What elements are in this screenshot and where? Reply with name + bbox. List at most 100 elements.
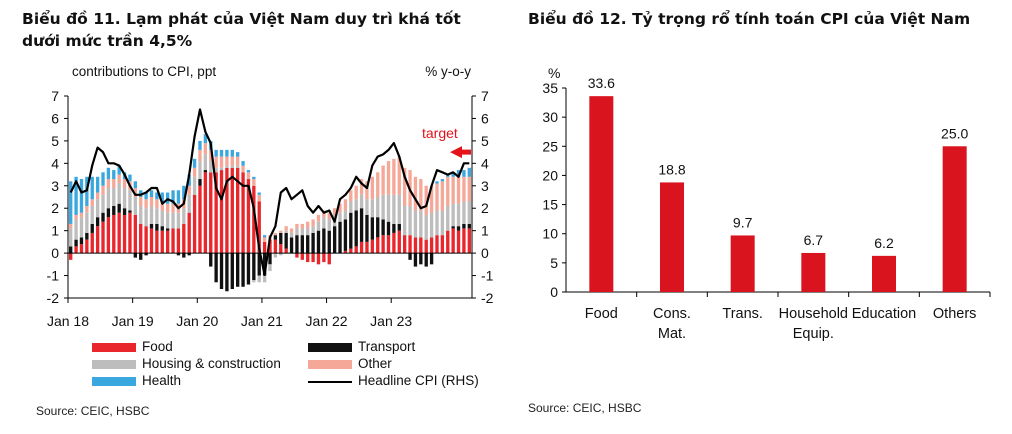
chart1-bar-food (262, 241, 267, 254)
chart1-bar-housing (198, 161, 202, 180)
chart1-bar-transport (176, 253, 181, 256)
chart1-bar-health (79, 179, 84, 213)
chart2-y-tick-label: 5 (550, 255, 558, 271)
chart1-bar-other (112, 179, 116, 189)
chart1-bar-other (209, 149, 213, 162)
chart1-bar-other (462, 176, 466, 202)
chart1-bar-housing (306, 228, 310, 236)
chart1-bar-food (435, 235, 439, 254)
chart1-bar-transport (424, 253, 428, 267)
chart1-bar-transport (219, 253, 224, 290)
chart1-bar-health (90, 176, 94, 200)
chart1-bar-other (165, 203, 170, 213)
chart1-bar-other (160, 201, 164, 211)
chart1-right-tick-label: 7 (481, 88, 489, 104)
chart1-bar-housing (74, 219, 78, 240)
chart1-bar-other (440, 181, 445, 211)
chart1-bar-other (327, 212, 331, 220)
chart1-bar-health (149, 190, 154, 197)
chart2-category-label: Food (585, 306, 618, 322)
chart1-bar-food (171, 228, 175, 254)
chart1-left-axis-label: contributions to CPI, ppt (72, 64, 216, 79)
chart1-bar-food (370, 239, 375, 254)
chart1-bar-food (74, 246, 78, 254)
chart1-bar-other (230, 156, 234, 166)
chart2-bar (730, 235, 755, 292)
chart1-bar-housing (311, 226, 315, 233)
chart1-bar-housing (419, 210, 423, 238)
chart1-bar-food (316, 253, 321, 265)
chart1-bar-transport (370, 217, 375, 240)
chart1-bar-other (370, 176, 375, 200)
chart2-value-label: 9.7 (733, 214, 753, 230)
chart1-bar-transport (306, 235, 310, 254)
chart1-bar-housing (144, 208, 148, 227)
chart1-bar-transport (322, 228, 326, 254)
chart1-bar-other (262, 237, 267, 242)
chart1-bar-housing (376, 197, 380, 218)
chart1-bar-transport (74, 239, 78, 247)
chart2-value-label: 25.0 (941, 125, 968, 141)
chart1-bar-housing (165, 212, 170, 229)
chart1-bar-food (165, 230, 170, 254)
chart1-bar-housing (467, 201, 471, 224)
chart1-bar-health (456, 170, 461, 177)
chart1-bar-other (246, 172, 251, 180)
chart1-bar-transport (311, 232, 315, 254)
chart1-bar-other (122, 179, 127, 189)
chart1-right-tick-label: 1 (481, 223, 489, 239)
chart1-bar-food (300, 253, 304, 260)
chart1-bar-housing (85, 212, 89, 233)
chart1-bar-housing (429, 212, 434, 238)
chart1-bar-housing (338, 212, 342, 222)
chart1-right-tick-label: 2 (481, 200, 489, 216)
chart2-y-axis-label: % (548, 65, 560, 81)
chart1-bar-food (112, 214, 116, 254)
chart1-bar-housing (284, 230, 288, 233)
chart1-bar-food (462, 228, 466, 254)
chart1-bar-food (214, 172, 218, 254)
chart1-bar-housing (456, 203, 461, 227)
chart1-bar-other (392, 158, 396, 195)
chart2-y-tick-label: 30 (542, 109, 558, 125)
chart1-bar-health (182, 185, 186, 200)
chart1-bar-other (300, 223, 304, 229)
chart1-bar-food (252, 185, 256, 254)
chart1-bar-housing (300, 228, 304, 236)
chart1-bar-other (376, 172, 380, 197)
chart1-bar-other (139, 197, 143, 206)
chart1-bar-other (133, 188, 138, 197)
chart1-bar-housing (381, 194, 385, 220)
chart1-bar-transport (386, 221, 391, 236)
chart1-left-tick-label: -1 (47, 268, 60, 284)
chart1-bar-other (386, 161, 391, 195)
chart1-bar-other (95, 192, 100, 200)
chart1-bar-health (101, 172, 105, 186)
chart1-bar-transport (101, 212, 105, 222)
chart2-category-label: Cons. (653, 306, 691, 322)
chart1-right-tick-label: -2 (481, 290, 494, 306)
chart1-bar-housing (440, 210, 445, 236)
chart2-category-label: Mat. (658, 326, 686, 342)
chart1-bar-transport (209, 253, 213, 267)
chart1-bar-housing (149, 205, 154, 224)
chart1-bar-housing (354, 199, 358, 211)
chart1-bar-food (95, 226, 100, 254)
chart1-bar-housing (209, 161, 213, 173)
chart1-bar-transport (257, 253, 261, 276)
chart1-left-tick-label: 7 (51, 88, 59, 104)
chart1-bar-food (413, 237, 418, 254)
legend-swatch-transport (308, 343, 352, 352)
chart1-bar-health (95, 176, 100, 193)
legend-label-food: Food (142, 339, 173, 354)
chart1-bar-food (268, 239, 272, 254)
chart1-bar-housing (122, 188, 127, 209)
chart1-bar-other (117, 174, 121, 184)
chart1-bar-food (451, 228, 455, 254)
chart1-bar-other (424, 185, 428, 215)
chart1-bar-housing (359, 194, 364, 209)
chart1-bar-other (419, 179, 423, 211)
chart1-bar-transport (279, 232, 283, 245)
chart1-bar-other (359, 179, 364, 195)
chart1-bar-food (225, 167, 229, 254)
